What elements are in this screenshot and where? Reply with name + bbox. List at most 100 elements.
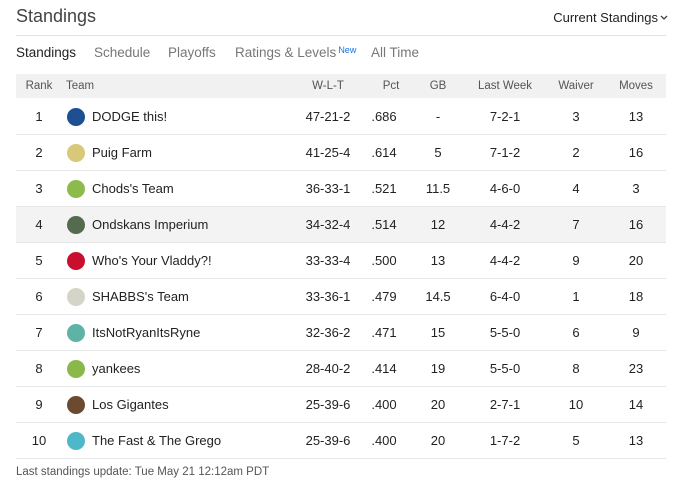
table-cell: .400 bbox=[371, 397, 397, 412]
tab[interactable]: Standings bbox=[16, 45, 76, 60]
table-row: 6 SHABBS's Team 33-36-1 .479 14.5 6-4-0 1 18 bbox=[16, 279, 666, 315]
table-cell: 2-7-1 bbox=[489, 397, 521, 412]
table-cell: 32-36-2 bbox=[305, 325, 351, 340]
table-cell: 15 bbox=[430, 325, 446, 340]
team-icon bbox=[67, 180, 85, 198]
footer-note: Last standings update: Tue May 21 12:12a… bbox=[16, 466, 270, 478]
table-cell: 4-6-0 bbox=[489, 181, 521, 196]
table-cell: 11.5 bbox=[425, 181, 451, 196]
column-header: Rank bbox=[25, 80, 53, 92]
table-cell: 2 bbox=[35, 145, 43, 160]
table-cell: 4 bbox=[572, 181, 580, 196]
table-cell: 5-5-0 bbox=[489, 325, 521, 340]
table-cell: 36-33-1 bbox=[305, 181, 351, 196]
table-header: Rank Team W-L-T Pct GB Last Week Waiver Moves bbox=[16, 74, 666, 98]
divider bbox=[16, 35, 666, 36]
table-cell: 3 bbox=[572, 109, 580, 124]
table-cell: 4-4-2 bbox=[489, 253, 521, 268]
table-row: 8 yankees 28-40-2 .414 19 5-5-0 8 23 bbox=[16, 351, 666, 387]
table-cell: 1-7-2 bbox=[489, 433, 521, 448]
table-cell: 3 bbox=[632, 181, 640, 196]
table-cell: 34-32-4 bbox=[305, 217, 351, 232]
tab-label[interactable]: Schedule bbox=[94, 45, 151, 60]
table-row: 10 The Fast & The Grego 25-39-6 .400 20 1-7-2… bbox=[16, 423, 666, 459]
tab-label[interactable]: Playoffs bbox=[168, 45, 216, 60]
table-cell: 14 bbox=[628, 397, 644, 412]
tab[interactable]: Ratings & Levels New bbox=[235, 45, 356, 60]
table-cell: 10 bbox=[31, 433, 47, 448]
table-cell: 7 bbox=[572, 217, 580, 232]
column-header: Moves bbox=[619, 80, 653, 92]
tab-label[interactable]: Ratings & Levels bbox=[235, 45, 337, 60]
table-cell: 33-33-4 bbox=[305, 253, 351, 268]
team-name[interactable]: Who's Your Vladdy?! bbox=[92, 253, 212, 268]
table-cell: 7-2-1 bbox=[489, 109, 521, 124]
dropdown-chevron[interactable] bbox=[660, 15, 668, 21]
table-cell: 1 bbox=[572, 289, 580, 304]
table-cell: 16 bbox=[628, 145, 644, 160]
table-cell: 6-4-0 bbox=[489, 289, 521, 304]
table-cell: 41-25-4 bbox=[305, 145, 351, 160]
team-name[interactable]: Ondskans Imperium bbox=[92, 217, 209, 232]
table-cell: 16 bbox=[628, 217, 644, 232]
table-cell: 2 bbox=[572, 145, 580, 160]
team-name[interactable]: yankees bbox=[92, 361, 141, 376]
team-name[interactable]: Chods's Team bbox=[92, 181, 174, 196]
table-cell: 20 bbox=[430, 433, 446, 448]
table-cell: 4 bbox=[35, 217, 43, 232]
table-row: 4 Ondskans Imperium 34-32-4 .514 12 4-4-2 7 16 bbox=[16, 207, 666, 243]
team-icon bbox=[67, 108, 85, 126]
table-cell: 1 bbox=[35, 109, 43, 124]
table-row: 1 DODGE this! 47-21-2 .686 - 7-2-1 3 13 bbox=[16, 99, 666, 135]
page-title: Standings bbox=[16, 6, 97, 26]
table-cell: 5-5-0 bbox=[489, 361, 521, 376]
table-cell: 14.5 bbox=[425, 289, 451, 304]
team-icon bbox=[67, 396, 85, 414]
team-name[interactable]: DODGE this! bbox=[92, 109, 168, 124]
team-name[interactable]: ItsNotRyanItsRyne bbox=[92, 325, 201, 340]
table-cell: 10 bbox=[568, 397, 584, 412]
table-cell: 5 bbox=[434, 145, 442, 160]
table-cell: 12 bbox=[430, 217, 446, 232]
table-cell: .479 bbox=[371, 289, 397, 304]
table-cell: 47-21-2 bbox=[305, 109, 351, 124]
table-row: 5 Who's Your Vladdy?! 33-33-4 .500 13 4-4-2 9 2… bbox=[16, 243, 666, 279]
table-cell: 19 bbox=[430, 361, 446, 376]
table-cell: - bbox=[435, 109, 441, 124]
table-cell: 13 bbox=[430, 253, 446, 268]
table-cell: .614 bbox=[371, 145, 397, 160]
team-icon bbox=[67, 216, 85, 234]
team-icon bbox=[67, 144, 85, 162]
team-name[interactable]: The Fast & The Grego bbox=[92, 433, 222, 448]
table-row: 7 ItsNotRyanItsRyne 32-36-2 .471 15 5-5-0 6 9 bbox=[16, 315, 666, 351]
tab-label[interactable]: Standings bbox=[16, 45, 77, 60]
column-header: Last Week bbox=[477, 80, 533, 92]
team-name[interactable]: Puig Farm bbox=[92, 145, 152, 160]
table-cell: 9 bbox=[35, 397, 43, 412]
table-cell: 20 bbox=[430, 397, 446, 412]
team-icon bbox=[67, 288, 85, 306]
tab[interactable]: All Time bbox=[371, 45, 419, 60]
table-cell: .471 bbox=[371, 325, 397, 340]
team-name[interactable]: Los Gigantes bbox=[92, 397, 169, 412]
table-cell: 20 bbox=[628, 253, 644, 268]
tab-label[interactable]: All Time bbox=[371, 45, 420, 60]
table-cell: 3 bbox=[35, 181, 43, 196]
table-cell: 33-36-1 bbox=[305, 289, 351, 304]
column-header: Team bbox=[66, 80, 95, 92]
table-cell: .500 bbox=[371, 253, 397, 268]
tab[interactable]: Playoffs bbox=[168, 45, 216, 60]
column-header: Pct bbox=[382, 80, 400, 92]
team-name[interactable]: SHABBS's Team bbox=[92, 289, 189, 304]
table-cell: .514 bbox=[371, 217, 397, 232]
table-cell: 7-1-2 bbox=[489, 145, 521, 160]
table-cell: 6 bbox=[572, 325, 580, 340]
column-header: W-L-T bbox=[312, 80, 344, 92]
table-cell: 25-39-6 bbox=[305, 397, 351, 412]
table-cell: 4-4-2 bbox=[489, 217, 521, 232]
table-cell: 7 bbox=[35, 325, 43, 340]
column-header: GB bbox=[429, 80, 447, 92]
standings-dropdown[interactable]: Current Standings bbox=[553, 10, 658, 25]
team-icon bbox=[67, 324, 85, 342]
tab[interactable]: Schedule bbox=[94, 45, 150, 60]
